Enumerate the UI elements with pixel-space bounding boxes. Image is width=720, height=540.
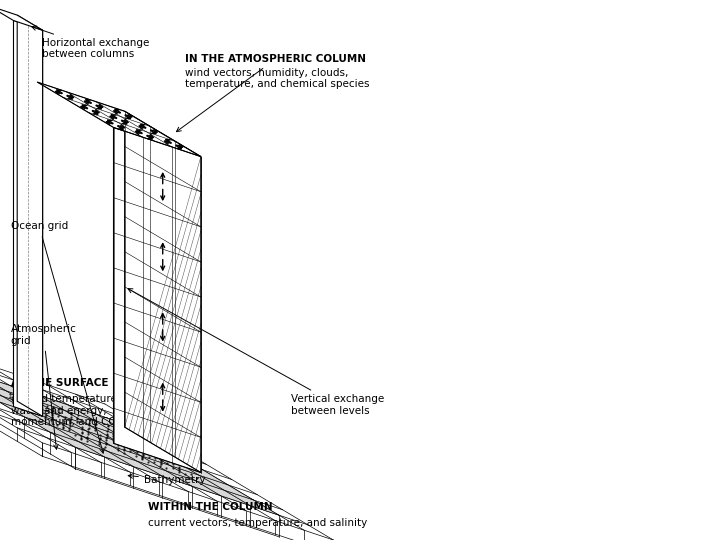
Polygon shape — [14, 21, 42, 416]
Text: wind vectors, humidity, clouds,
temperature, and chemical species: wind vectors, humidity, clouds, temperat… — [185, 68, 370, 89]
Text: ground temperature,
water and energy,
momentum, and CO₂ fluxes: ground temperature, water and energy, mo… — [11, 394, 155, 427]
Text: Ocean grid: Ocean grid — [11, 221, 104, 453]
Text: Vertical exchange
between levels: Vertical exchange between levels — [128, 288, 384, 416]
Text: Horizontal exchange
between columns: Horizontal exchange between columns — [32, 26, 150, 59]
Polygon shape — [0, 5, 42, 30]
Polygon shape — [17, 15, 42, 416]
Polygon shape — [0, 356, 279, 515]
Text: WITHIN THE COLUMN: WITHIN THE COLUMN — [148, 502, 273, 512]
Text: Schematic
Diagram of
atmosphere
and ocean
computational
boxes in a
coupled GCM: Schematic Diagram of atmosphere and ocea… — [543, 81, 688, 237]
Text: Atmospheric
grid: Atmospheric grid — [11, 324, 76, 449]
Polygon shape — [125, 111, 201, 473]
Text: IN THE ATMOSPHERIC COLUMN: IN THE ATMOSPHERIC COLUMN — [176, 54, 366, 132]
Text: current vectors, temperature, and salinity: current vectors, temperature, and salini… — [148, 518, 367, 529]
Text: Geography
and orography: Geography and orography — [0, 539, 1, 540]
Polygon shape — [37, 82, 201, 157]
Polygon shape — [114, 127, 201, 472]
Text: AT THE SURFACE: AT THE SURFACE — [11, 378, 108, 388]
Text: Bathymetry: Bathymetry — [128, 474, 205, 485]
